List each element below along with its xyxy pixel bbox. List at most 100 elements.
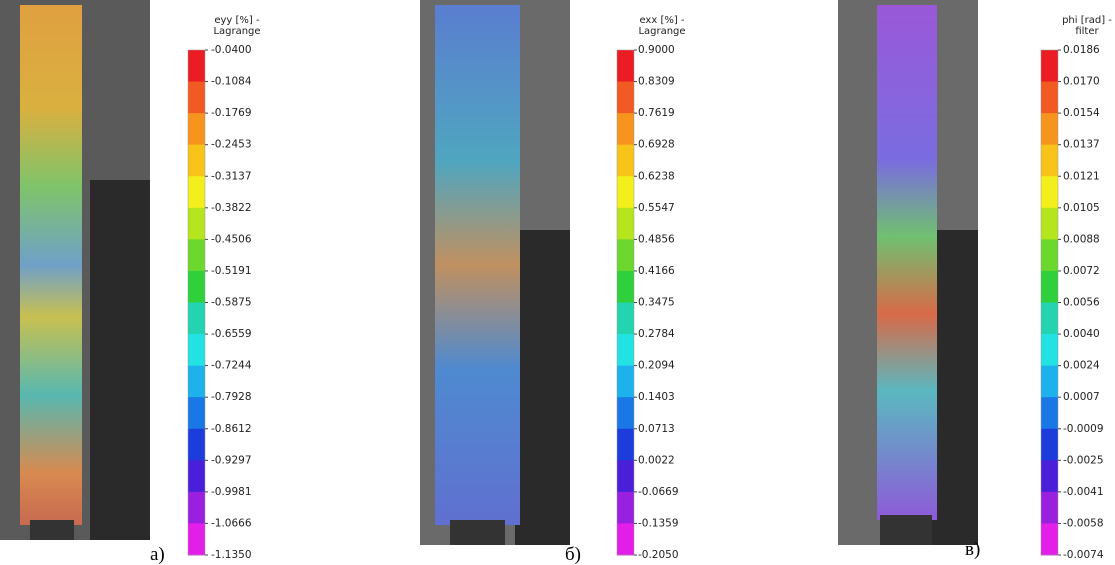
colorbar-tick-label: 0.0105 <box>1063 202 1100 214</box>
colorbar-segment <box>1041 144 1058 177</box>
colorbar-segment <box>617 397 634 430</box>
colorbar-tick-label: -0.3822 <box>211 202 252 214</box>
colorbar-tick-label: -0.2453 <box>211 139 252 151</box>
colorbar-tick-label: 0.2784 <box>638 328 675 340</box>
colorbar-tick-label: -0.0009 <box>1063 423 1104 435</box>
colorbar-segment <box>617 302 634 335</box>
panel-caption: б) <box>565 544 581 565</box>
colorbar-tick-label: 0.0088 <box>1063 233 1100 245</box>
colorbar-segment <box>188 460 205 493</box>
colorbar-segment <box>188 365 205 398</box>
colorbar-segment <box>188 397 205 430</box>
colorbar-tick-label: -0.7244 <box>211 360 252 372</box>
colorbar-segment <box>617 239 634 272</box>
colorbar-segment <box>188 144 205 177</box>
colorbar-segment <box>617 491 634 524</box>
colorbar-segment <box>188 491 205 524</box>
colorbar-tick-label: 0.0007 <box>1063 391 1100 403</box>
colorbar-segment <box>188 113 205 146</box>
colorbar-segment <box>1041 460 1058 493</box>
colorbar-tick-label: -0.0058 <box>1063 517 1104 529</box>
colorbar-tick-label: 0.4856 <box>638 233 675 245</box>
colorbar-tick-label: -0.1769 <box>211 107 252 119</box>
colorbar-tick-label: 0.0121 <box>1063 170 1100 182</box>
colorbar-segment <box>188 334 205 367</box>
colorbar-tick-label: 0.0154 <box>1063 107 1100 119</box>
colorbar-tick-label: -0.1359 <box>638 517 679 529</box>
colorbar-segment <box>617 176 634 209</box>
colorbar-segment <box>188 523 205 556</box>
colorbar-tick-label: -1.1350 <box>211 549 252 561</box>
panel-caption: в) <box>965 539 980 560</box>
colorbar-segment <box>1041 334 1058 367</box>
colorbar-title: exx [%] - <box>639 15 684 26</box>
photo-b <box>420 0 570 545</box>
colorbar-title: Lagrange <box>213 26 260 37</box>
colorbar-tick-label: 0.0072 <box>1063 265 1100 277</box>
colorbar-tick-label: 0.1403 <box>638 391 675 403</box>
colorbar-tick-label: -0.9297 <box>211 454 252 466</box>
colorbar-segment <box>1041 50 1058 83</box>
colorbar-tick-label: -0.3137 <box>211 170 252 182</box>
colorbar-title: eyy [%] - <box>214 15 260 26</box>
colorbar-tick-label: 0.9000 <box>638 44 675 56</box>
colorbar-segment <box>617 81 634 114</box>
colorbar-tick-label: 0.2094 <box>638 360 675 372</box>
colorbar-segment <box>1041 81 1058 114</box>
colorbar-segment <box>617 207 634 240</box>
colorbar-tick-label: 0.0040 <box>1063 328 1100 340</box>
colorbar-segment <box>1041 523 1058 556</box>
photo-a <box>0 0 150 540</box>
colorbar-segment <box>188 81 205 114</box>
colorbar-tick-label: 0.0713 <box>638 423 675 435</box>
colorbar-tick-label: 0.0170 <box>1063 76 1100 88</box>
colorbar-segment <box>1041 365 1058 398</box>
colorbar-segment <box>1041 239 1058 272</box>
colorbar-segment <box>188 428 205 461</box>
colorbar-tick-label: -0.0074 <box>1063 549 1104 561</box>
colorbar-segment <box>617 334 634 367</box>
colorbar-tick-label: 0.0056 <box>1063 297 1100 309</box>
colorbar-segment <box>188 302 205 335</box>
colorbar-tick-label: -0.5875 <box>211 297 252 309</box>
colorbar-tick-label: 0.8309 <box>638 76 675 88</box>
colorbar-segment <box>617 270 634 303</box>
colorbar-segment <box>1041 207 1058 240</box>
colorbar-segment <box>617 50 634 83</box>
colorbar-segment <box>617 113 634 146</box>
colorbar-tick-label: -0.0669 <box>638 486 679 498</box>
colorbar-tick-label: -0.0025 <box>1063 454 1104 466</box>
colorbar-tick-label: 0.3475 <box>638 297 675 309</box>
colorbar-segment <box>1041 491 1058 524</box>
colorbar-title: Lagrange <box>638 26 685 37</box>
colorbar-tick-label: -0.6559 <box>211 328 252 340</box>
colorbar-segment <box>1041 270 1058 303</box>
colorbar-segment <box>617 523 634 556</box>
colorbar-segment <box>1041 176 1058 209</box>
panel-caption: a) <box>150 544 165 565</box>
colorbar-tick-label: 0.7619 <box>638 107 675 119</box>
colorbar-segment <box>1041 302 1058 335</box>
colorbar-segment <box>188 270 205 303</box>
colorbar-segment <box>617 428 634 461</box>
colorbar-segment <box>617 460 634 493</box>
colorbar-segment <box>617 365 634 398</box>
colorbar-segment <box>188 239 205 272</box>
colorbar-segment <box>1041 397 1058 430</box>
colorbar-tick-label: 0.6238 <box>638 170 675 182</box>
colorbar-tick-label: 0.4166 <box>638 265 675 277</box>
colorbar-title: filter <box>1075 26 1099 37</box>
colorbar-segment <box>188 176 205 209</box>
colorbar-tick-label: -0.8612 <box>211 423 252 435</box>
colorbar-tick-label: -0.9981 <box>211 486 252 498</box>
colorbar-tick-label: 0.5547 <box>638 202 675 214</box>
colorbar-tick-label: -0.0400 <box>211 44 252 56</box>
colorbar-segment <box>188 207 205 240</box>
colorbar-tick-label: -0.2050 <box>638 549 679 561</box>
colorbar-segment <box>188 50 205 83</box>
colorbar-tick-label: -1.0666 <box>211 517 252 529</box>
colorbar-tick-label: -0.7928 <box>211 391 252 403</box>
colorbar-segment <box>1041 113 1058 146</box>
